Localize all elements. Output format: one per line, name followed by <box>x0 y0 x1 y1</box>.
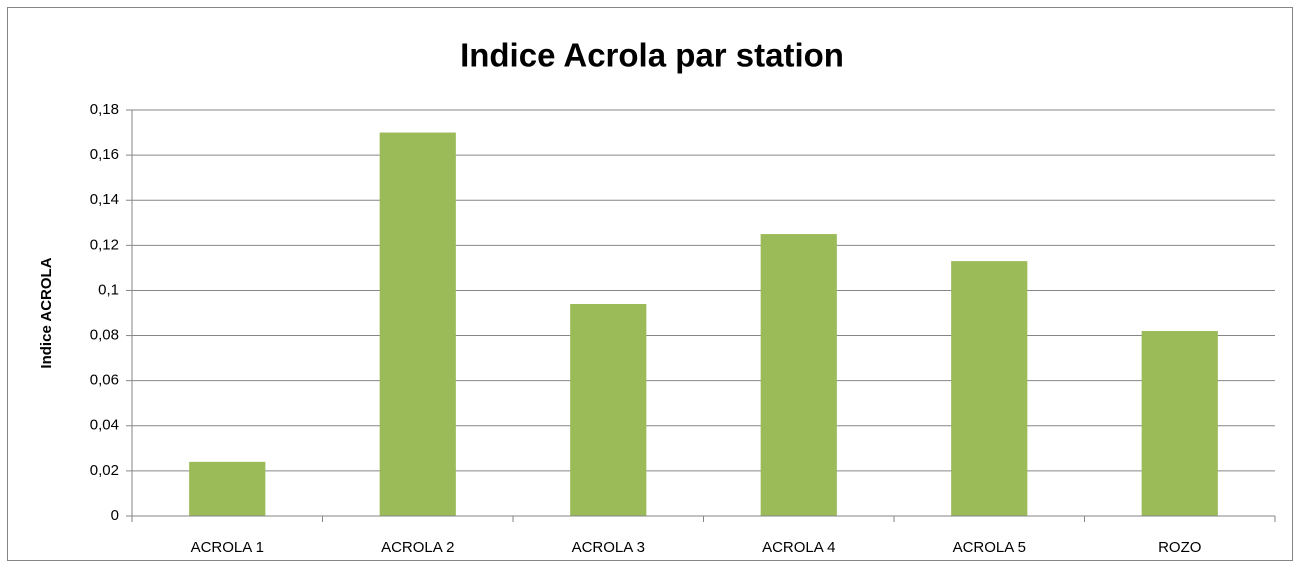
y-tick-label: 0,02 <box>90 462 119 479</box>
y-tick-label: 0 <box>111 507 119 524</box>
x-tick-label: ACROLA 4 <box>762 539 835 556</box>
bar <box>951 261 1028 516</box>
y-tick-label: 0,18 <box>90 101 119 118</box>
y-tick-label: 0,14 <box>90 191 119 208</box>
x-tick-label: ACROLA 2 <box>381 539 454 556</box>
y-tick-label: 0,12 <box>90 236 119 253</box>
x-tick-label: ACROLA 5 <box>953 539 1026 556</box>
bar <box>189 461 266 516</box>
y-tick-label: 0,1 <box>98 281 119 298</box>
y-tick-label: 0,04 <box>90 417 119 434</box>
bar <box>570 303 647 516</box>
y-tick-label: 0,16 <box>90 146 119 163</box>
x-tick-label: ACROLA 1 <box>191 539 264 556</box>
y-tick-label: 0,06 <box>90 372 119 389</box>
bar <box>760 234 837 517</box>
y-axis-label: Indice ACROLA <box>38 257 55 368</box>
x-tick-label: ACROLA 3 <box>572 539 645 556</box>
chart-title: Indice Acrola par station <box>460 37 844 74</box>
y-tick-label: 0,08 <box>90 327 119 344</box>
x-tick-label: ROZO <box>1158 539 1201 556</box>
bar <box>379 132 456 517</box>
bar <box>1141 331 1218 516</box>
